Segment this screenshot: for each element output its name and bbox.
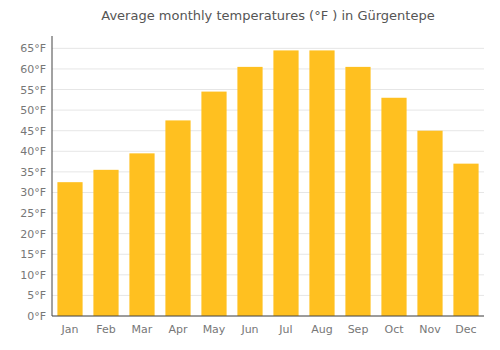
y-tick-label: 5°F (27, 289, 46, 302)
bar (417, 131, 442, 316)
bar (165, 120, 190, 316)
y-tick-label: 50°F (20, 104, 46, 117)
grid (52, 48, 484, 316)
bar (93, 170, 118, 316)
y-tick-label: 65°F (20, 42, 46, 55)
x-tick-label: May (203, 323, 226, 336)
bar (57, 182, 82, 316)
chart-svg: Average monthly temperatures (°F ) in Gü… (0, 0, 500, 350)
grid-line (52, 48, 484, 49)
y-tick-label: 60°F (20, 63, 46, 76)
x-tick-label: Dec (455, 323, 476, 336)
y-tick-label: 45°F (20, 125, 46, 138)
bar (273, 50, 298, 316)
x-tick-label: Apr (168, 323, 188, 336)
y-tick-label: 25°F (20, 207, 46, 220)
x-tick-label: Nov (419, 323, 441, 336)
bar (381, 98, 406, 316)
grid-line (52, 110, 484, 111)
x-tick-label: Oct (384, 323, 404, 336)
grid-line (52, 68, 484, 69)
x-tick-label: Aug (311, 323, 332, 336)
y-tick-label: 0°F (27, 310, 46, 323)
y-tick-label: 15°F (20, 248, 46, 261)
x-axis-line (52, 316, 484, 317)
y-tick-label: 30°F (20, 186, 46, 199)
y-tick-label: 40°F (20, 145, 46, 158)
y-tick-label: 20°F (20, 228, 46, 241)
title: Average monthly temperatures (°F ) in Gü… (101, 8, 434, 23)
y-tick-label: 55°F (20, 84, 46, 97)
x-tick-label: Jul (278, 323, 292, 336)
grid-line (52, 89, 484, 90)
x-tick-label: Jan (61, 323, 79, 336)
x-tick-label: Mar (132, 323, 153, 336)
y-axis-line (52, 36, 53, 316)
bar (129, 153, 154, 316)
bar (201, 92, 226, 316)
x-tick-label: Jun (240, 323, 258, 336)
x-tick-label: Sep (348, 323, 369, 336)
y-tick-label: 35°F (20, 166, 46, 179)
grid-line (52, 316, 484, 317)
bar (237, 67, 262, 316)
bar (453, 164, 478, 316)
bars (57, 50, 478, 316)
chart-container: Average monthly temperatures (°F ) in Gü… (0, 0, 500, 350)
bar (345, 67, 370, 316)
x-tick-label: Feb (96, 323, 115, 336)
bar (309, 50, 334, 316)
y-tick-label: 10°F (20, 269, 46, 282)
